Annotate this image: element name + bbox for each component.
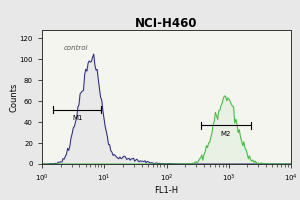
Text: M2: M2 xyxy=(220,130,231,136)
Text: control: control xyxy=(64,45,88,51)
X-axis label: FL1-H: FL1-H xyxy=(154,186,178,195)
Text: M1: M1 xyxy=(72,115,83,121)
Title: NCI-H460: NCI-H460 xyxy=(135,17,198,30)
Y-axis label: Counts: Counts xyxy=(9,82,18,112)
